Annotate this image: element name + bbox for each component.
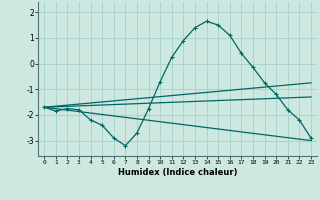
- X-axis label: Humidex (Indice chaleur): Humidex (Indice chaleur): [118, 168, 237, 177]
